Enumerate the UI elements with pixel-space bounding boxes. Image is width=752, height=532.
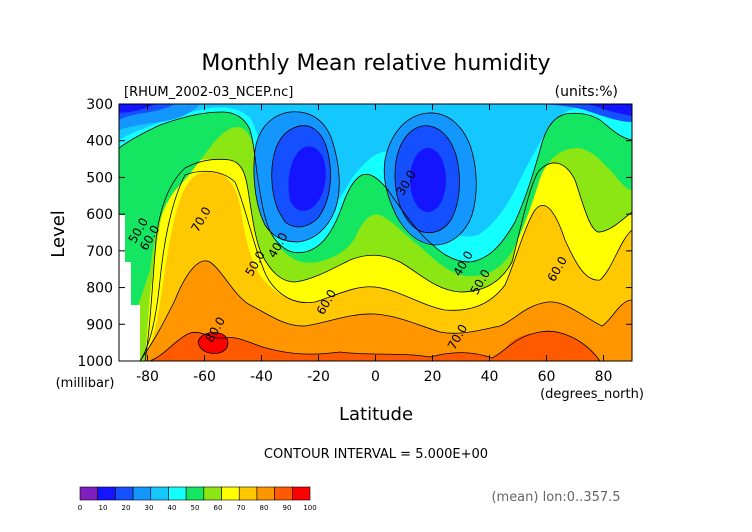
- colorbar-label: 50: [191, 504, 200, 512]
- colorbar-swatch: [292, 486, 311, 501]
- colorbar-label: 90: [283, 504, 292, 512]
- missing-data-edge: [119, 262, 131, 305]
- colorbar-swatch: [168, 486, 187, 501]
- y-axis: 300 400 500 600 700 800 900 1000: [77, 97, 632, 370]
- file-label: [RHUM_2002-03_NCEP.nc]: [124, 85, 293, 100]
- y-tick-label: 900: [86, 317, 113, 333]
- colorbar-swatch: [132, 486, 152, 501]
- colorbar-label: 20: [122, 504, 131, 512]
- x-tick-label: 60: [538, 369, 556, 385]
- x-tick-label: -40: [250, 369, 273, 385]
- averaging-note: (mean) lon:0..357.5: [491, 490, 620, 505]
- colorbar-swatch: [221, 486, 240, 501]
- band-dark-blue-left: [288, 146, 326, 211]
- x-tick-label: 0: [371, 369, 380, 385]
- units-label: (units:%): [555, 84, 618, 100]
- y-units-label: (millibar): [56, 376, 115, 391]
- contour-field: [119, 104, 632, 361]
- contour-lines: [119, 111, 632, 361]
- colorbar-swatch: [203, 486, 222, 501]
- chart-title: Monthly Mean relative humidity: [201, 51, 550, 76]
- band-sky-blue: [119, 104, 632, 237]
- y-axis-label: Level: [48, 210, 69, 258]
- colorbar-swatch: [256, 486, 275, 501]
- colorbar-swatch: [97, 486, 116, 501]
- colorbar-label: 70: [237, 504, 246, 512]
- band-top-left-dark: [119, 104, 155, 113]
- x-units-label: (degrees_north): [540, 387, 644, 402]
- x-axis-label: Latitude: [339, 404, 413, 425]
- colorbar-swatch: [150, 486, 169, 501]
- y-tick-label: 600: [86, 207, 113, 223]
- x-tick-label: 80: [595, 369, 613, 385]
- y-tick-label: 1000: [77, 354, 113, 370]
- colorbar-label: 10: [99, 504, 108, 512]
- band-red-right: [500, 332, 580, 361]
- colorbar-label: 0: [78, 504, 82, 512]
- colorbar-label: 40: [168, 504, 177, 512]
- band-red-core: [198, 332, 228, 354]
- y-tick-label: 500: [86, 170, 113, 186]
- y-tick-label: 400: [86, 134, 113, 150]
- contour-interval-text: CONTOUR INTERVAL = 5.000E+00: [264, 447, 488, 462]
- colorbar-label: 60: [214, 504, 223, 512]
- y-tick-label: 800: [86, 281, 113, 297]
- x-tick-label: -20: [307, 369, 330, 385]
- x-tick-label: 40: [481, 369, 499, 385]
- colorbar: 0 10 20 30 40 50 60 70 80 90 100: [78, 486, 317, 512]
- colorbar-label: 80: [260, 504, 269, 512]
- colorbar-swatch: [115, 486, 134, 501]
- colorbar-swatch: [185, 486, 205, 501]
- colorbar-label: 30: [145, 504, 154, 512]
- colorbar-label: 100: [303, 504, 316, 512]
- colorbar-swatch: [79, 486, 98, 501]
- y-tick-label: 300: [86, 97, 113, 113]
- x-tick-label: -80: [136, 369, 159, 385]
- x-tick-label: 20: [424, 369, 442, 385]
- x-tick-label: -60: [193, 369, 216, 385]
- colorbar-swatch: [274, 486, 293, 501]
- band-top-right-dark: [585, 104, 632, 116]
- band-dark-blue-right: [410, 148, 446, 212]
- x-axis: -80 -60 -40 -20 0 20 40 60 80: [136, 104, 612, 385]
- missing-data-left: [119, 215, 125, 263]
- colorbar-swatch: [238, 486, 258, 501]
- missing-data-left-low: [119, 305, 140, 361]
- y-tick-label: 700: [86, 244, 113, 260]
